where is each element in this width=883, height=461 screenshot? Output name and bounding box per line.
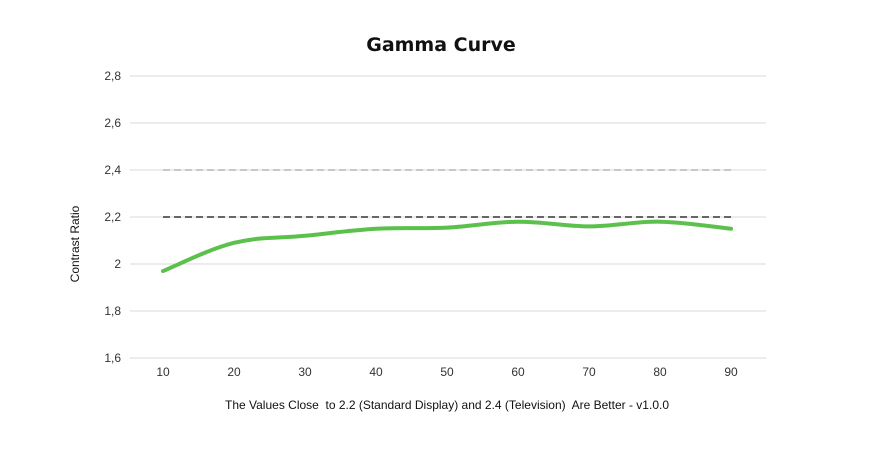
x-tick-label: 40: [369, 365, 383, 379]
reference-lines: [163, 169, 731, 218]
x-axis-ticks: 10 20 30 40 50 60 70 80 90: [156, 365, 738, 379]
y-tick-label: 2,4: [104, 163, 121, 177]
x-tick-label: 20: [227, 365, 241, 379]
chart-title: Gamma Curve: [366, 34, 516, 56]
y-tick-label: 2,8: [104, 69, 121, 83]
x-tick-label: 70: [582, 365, 596, 379]
y-tick-label: 2,6: [104, 116, 121, 130]
x-tick-label: 10: [156, 365, 170, 379]
x-tick-label: 60: [511, 365, 525, 379]
y-tick-label: 1,6: [104, 351, 121, 365]
series-line: [161, 219, 733, 274]
x-tick-label: 90: [724, 365, 738, 379]
x-axis-label: The Values Close to 2.2 (Standard Displa…: [225, 398, 669, 412]
x-tick-label: 80: [653, 365, 667, 379]
series-layer: [161, 219, 733, 274]
y-tick-label: 1,8: [104, 304, 121, 318]
x-tick-label: 50: [440, 365, 454, 379]
y-axis-ticks: 1,6 1,8 2 2,2 2,4 2,6 2,8: [104, 69, 121, 365]
y-axis-label: Contrast Ratio: [68, 205, 82, 282]
y-tick-label: 2,2: [104, 210, 121, 224]
x-tick-label: 30: [298, 365, 312, 379]
y-tick-label: 2: [114, 257, 121, 271]
